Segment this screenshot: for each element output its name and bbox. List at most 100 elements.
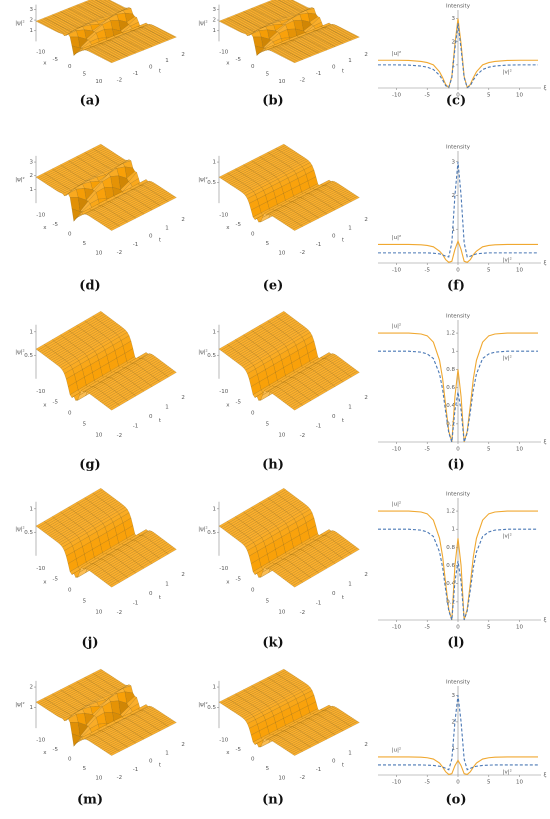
x-tick-label: -10 xyxy=(36,49,45,55)
series-line xyxy=(378,18,538,89)
x-tick-label: -5 xyxy=(53,400,59,406)
panel-label: (c) xyxy=(446,94,466,109)
surface-patch xyxy=(292,580,303,588)
x-tick-label: 10 xyxy=(95,432,102,438)
panel-label: (i) xyxy=(447,458,464,473)
x-tick-label: 5 xyxy=(266,766,270,772)
y-tick-label: 0 xyxy=(332,591,336,597)
x-axis-label: ξ xyxy=(543,86,546,92)
y-axis-label: t xyxy=(159,418,162,424)
z-tick-label: 0.5 xyxy=(207,530,216,536)
y-axis-label: t xyxy=(342,763,345,769)
y-tick-label: 2 xyxy=(181,742,185,748)
y-tick-label: -2 xyxy=(300,775,305,781)
y-tick-label: 0.4 xyxy=(446,581,455,587)
x-tick-label: 5 xyxy=(487,447,491,453)
x-tick-label: 5 xyxy=(83,241,87,247)
surface-patch xyxy=(292,403,303,411)
x-tick-label: 5 xyxy=(83,599,87,605)
panel-label: (n) xyxy=(262,793,284,808)
x-tick-label: 0 xyxy=(251,411,255,417)
surface-patch xyxy=(109,580,120,588)
series-label: |u|² xyxy=(392,50,401,57)
x-tick-label: 10 xyxy=(278,79,285,85)
x-axis-label: x xyxy=(226,61,230,67)
line-chart: Intensity ξ -10 -5 0 5 10 0.2 0.4 0.6 0.8 1 1.2 |u|² |… xyxy=(378,492,547,631)
panel-label: (l) xyxy=(447,636,464,651)
x-tick-label: -5 xyxy=(53,747,59,753)
z-axis-label: |ψ|² xyxy=(198,20,208,27)
x-tick-label: 5 xyxy=(83,72,87,78)
series-line xyxy=(378,510,538,621)
y-tick-label: 2 xyxy=(364,572,368,578)
panel-label: (k) xyxy=(262,636,283,651)
x-tick-label: 0 xyxy=(456,780,460,786)
z-tick-label: 2 xyxy=(30,18,34,24)
x-tick-label: -10 xyxy=(219,566,228,572)
z-tick-label: 3 xyxy=(30,7,34,13)
y-axis-label: t xyxy=(342,418,345,424)
z-tick-label: 0.5 xyxy=(24,353,33,359)
y-tick-label: -2 xyxy=(300,78,305,84)
x-tick-label: -10 xyxy=(392,447,401,453)
panel-label: (e) xyxy=(263,279,284,294)
x-tick-label: 0 xyxy=(68,411,72,417)
y-tick-label: 2 xyxy=(181,52,185,58)
y-tick-label: 1 xyxy=(165,750,169,756)
y-tick-label: 3 xyxy=(452,693,456,699)
x-tick-label: -5 xyxy=(236,577,242,583)
y-tick-label: 0 xyxy=(149,591,153,597)
z-tick-label: 0.5 xyxy=(207,705,216,711)
z-tick-label: 1 xyxy=(30,329,34,335)
panel-label: (d) xyxy=(79,279,100,294)
x-tick-label: -5 xyxy=(424,268,430,274)
y-tick-label: 2 xyxy=(452,193,456,199)
y-axis-label: t xyxy=(342,69,345,75)
x-axis-label: x xyxy=(226,750,230,756)
x-tick-label: 0 xyxy=(251,231,255,237)
y-tick-label: 1 xyxy=(165,58,169,64)
x-axis-label: x xyxy=(226,402,230,408)
y-tick-label: 1 xyxy=(452,349,456,355)
y-tick-label: -1 xyxy=(133,767,138,773)
surface-patch xyxy=(69,722,81,737)
z-axis-label: |ψ|² xyxy=(198,525,208,532)
y-tick-label: 2 xyxy=(364,742,368,748)
y-tick-label: 1 xyxy=(452,227,456,233)
x-tick-label: 0 xyxy=(68,231,72,237)
x-tick-label: 0 xyxy=(456,447,460,453)
y-tick-label: 0 xyxy=(332,759,336,765)
y-tick-label: 3 xyxy=(452,159,456,165)
y-tick-label: -2 xyxy=(117,78,122,84)
x-tick-label: 5 xyxy=(266,599,270,605)
surface-patch xyxy=(292,58,304,63)
y-tick-label: -2 xyxy=(300,250,305,256)
panel-label: (a) xyxy=(80,94,101,109)
x-axis-label: x xyxy=(43,402,47,408)
y-tick-label: 0 xyxy=(149,414,153,420)
x-tick-label: -10 xyxy=(36,389,45,395)
x-axis-label: x xyxy=(43,579,47,585)
series-label: |v|² xyxy=(503,355,512,362)
z-tick-label: 1 xyxy=(30,506,34,512)
x-tick-label: -10 xyxy=(36,737,45,743)
chart-title: Intensity xyxy=(446,492,471,498)
y-tick-label: 0.2 xyxy=(446,599,455,605)
x-tick-label: 5 xyxy=(487,93,491,99)
series-label: |v|² xyxy=(503,533,512,540)
y-axis-label: t xyxy=(342,595,345,601)
x-tick-label: 10 xyxy=(516,780,523,786)
z-tick-label: 3 xyxy=(30,160,34,166)
series-label: |u|² xyxy=(392,501,401,508)
x-axis-label: x xyxy=(43,225,47,231)
series-line xyxy=(378,161,538,258)
line-chart: Intensity ξ -10 -5 0 5 10 1 2 3 |u|² |v|² xyxy=(378,680,547,786)
x-tick-label: 5 xyxy=(266,422,270,428)
y-tick-label: 0.2 xyxy=(446,421,455,427)
